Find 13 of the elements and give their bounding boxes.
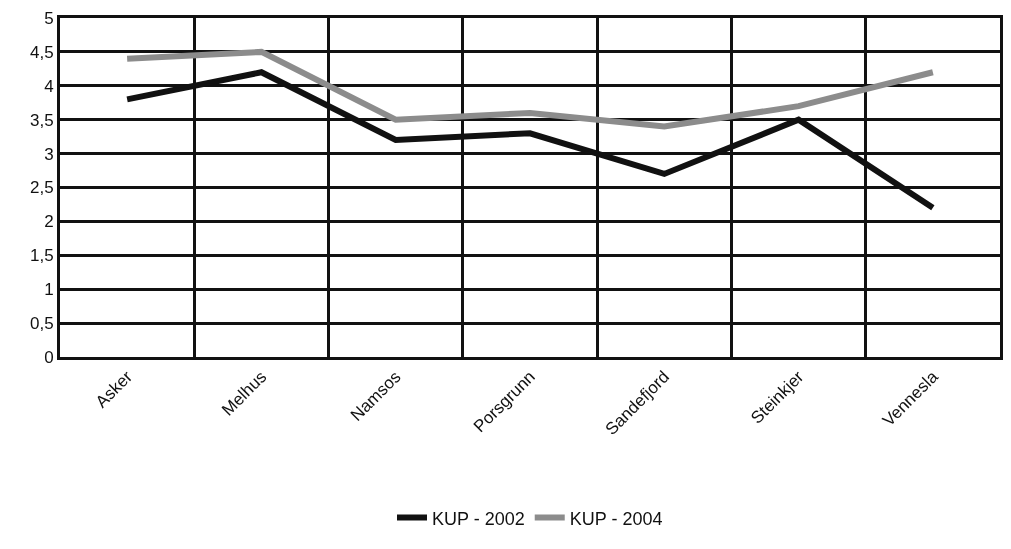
y-tick-label: 3,5	[29, 110, 54, 130]
y-tick-label: 2	[44, 212, 54, 232]
y-tick-label: 4,5	[29, 42, 54, 62]
y-tick-label: 0	[44, 347, 54, 367]
y-tick-label: 1,5	[29, 246, 54, 266]
y-tick-label: 3	[44, 144, 54, 164]
y-tick-label: 0,5	[29, 314, 54, 334]
y-tick-label: 2,5	[29, 178, 54, 198]
y-tick-label: 4	[44, 76, 54, 96]
y-tick-label: 1	[44, 280, 54, 300]
y-tick-label: 5	[44, 8, 54, 28]
legend-label: KUP - 2004	[569, 508, 663, 529]
legend-label: KUP - 2002	[432, 508, 525, 529]
